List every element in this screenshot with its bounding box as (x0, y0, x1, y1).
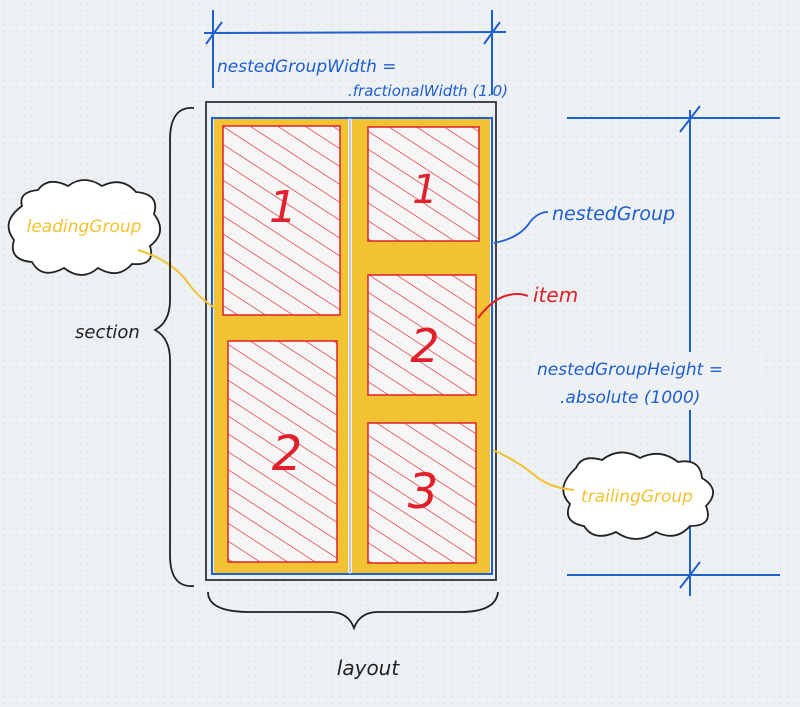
trailing-item-3-number: 3 (408, 464, 439, 520)
height-label-line2: .absolute (1000) (560, 388, 700, 408)
width-slash-left (205, 21, 223, 45)
leading-item-1 (222, 125, 341, 316)
layout-label: layout (337, 656, 401, 680)
width-label-line1: nestedGroupWidth = (217, 57, 397, 77)
height-slash-bottom (679, 561, 701, 589)
leading-group-cloud (7, 179, 161, 276)
item-pointer (477, 293, 529, 319)
leading-item-2-number: 2 (272, 426, 303, 482)
trailing-item-3 (367, 422, 477, 564)
width-dimension (203, 10, 507, 95)
height-label-line1: nestedGroupHeight = (537, 360, 723, 380)
trailing-group-label: trailingGroup (581, 487, 693, 507)
width-slash-right (483, 21, 501, 45)
item-label: item (533, 283, 578, 307)
leading-group-label: leadingGroup (27, 217, 142, 237)
trailing-group-cloud (562, 451, 714, 540)
section-frame (205, 101, 497, 581)
width-label-line2: .fractionalWidth (1.0) (348, 82, 508, 100)
trailing-group-pointer (492, 449, 575, 491)
trailing-item-2-number: 2 (410, 319, 439, 373)
height-slash-top (679, 105, 701, 133)
leading-item-2 (227, 340, 338, 563)
layout-brace (207, 591, 499, 631)
nested-group-label: nestedGroup (552, 203, 675, 225)
nested-group-outline (211, 117, 493, 575)
leading-item-1-number: 1 (269, 182, 297, 233)
nested-group-pointer (493, 211, 549, 244)
section-label: section (75, 322, 140, 343)
trailing-item-1 (367, 126, 480, 242)
trailing-item-1-number: 1 (412, 167, 437, 213)
leading-group-pointer (137, 249, 219, 311)
trailing-item-2 (367, 274, 477, 396)
width-dimension-line (203, 31, 507, 34)
height-label-backdrop (533, 352, 763, 410)
section-brace (153, 107, 195, 587)
